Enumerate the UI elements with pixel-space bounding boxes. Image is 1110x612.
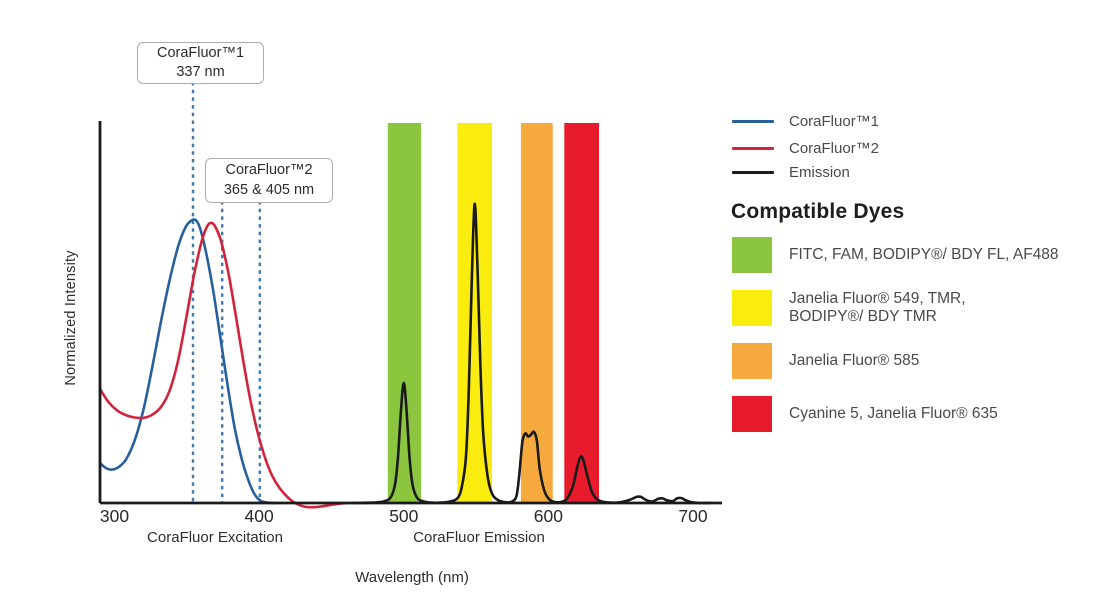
curve-emission [351, 202, 712, 505]
annotation-corafluor1: CoraFluor™1 337 nm [137, 42, 264, 84]
x-tick-label: 500 [389, 506, 418, 526]
red-swatch [732, 396, 772, 432]
dye-item-red: Cyanine 5, Janelia Fluor® 635 [732, 396, 998, 432]
annotation-corafluor2: CoraFluor™2 365 & 405 nm [205, 158, 333, 203]
legend-label: CoraFluor™2 [789, 139, 880, 157]
x-tick-label: 600 [534, 506, 563, 526]
filter-band-yellow [457, 123, 492, 503]
dye-label: Janelia Fluor® 549, TMR, BODIPY®/ BDY TM… [789, 290, 966, 326]
dye-label: Janelia Fluor® 585 [789, 351, 920, 369]
excitation-axis-label: CoraFluor Excitation [147, 529, 283, 546]
curve-excitation [98, 221, 351, 509]
yellow-swatch [732, 290, 772, 327]
dye-item-orange: Janelia Fluor® 585 [732, 343, 919, 379]
filter-band-green [387, 123, 422, 503]
legend-line-blue [732, 119, 774, 123]
filter-band-red [564, 123, 599, 503]
dye-item-yellow: Janelia Fluor® 549, TMR, BODIPY®/ BDY TM… [732, 290, 966, 327]
legend-label: Emission [789, 163, 850, 181]
annotation-title: CoraFluor™1 [156, 44, 245, 61]
y-axis-label: Normalized Intensity [63, 250, 79, 386]
x-tick-label: 300 [100, 506, 129, 526]
legend-item-emission: Emission [732, 163, 850, 181]
green-swatch [732, 237, 772, 273]
legend-item-corafluor1: CoraFluor™1 [732, 112, 879, 130]
dye-label: Cyanine 5, Janelia Fluor® 635 [789, 404, 998, 422]
emission-axis-label: CoraFluor Emission [413, 529, 545, 546]
annotation-subtitle: 337 nm [176, 64, 225, 80]
legend-line-red [732, 146, 774, 150]
curve-excitation [98, 218, 278, 505]
orange-swatch [732, 343, 772, 379]
x-axis-label: Wavelength (nm) [355, 569, 469, 586]
compatible-dyes-heading: Compatible Dyes [731, 200, 905, 223]
dye-item-green: FITC, FAM, BODIPY®/ BDY FL, AF488 [732, 237, 1059, 273]
x-tick-label: 400 [244, 506, 273, 526]
dye-label: FITC, FAM, BODIPY®/ BDY FL, AF488 [789, 245, 1059, 263]
legend-line-black [732, 170, 774, 174]
legend-item-corafluor2: CoraFluor™2 [732, 139, 879, 157]
annotation-subtitle: 365 & 405 nm [223, 181, 315, 198]
annotation-title: CoraFluor™2 [225, 162, 313, 179]
x-tick-label: 700 [678, 506, 707, 526]
legend-label: CoraFluor™1 [789, 112, 880, 130]
